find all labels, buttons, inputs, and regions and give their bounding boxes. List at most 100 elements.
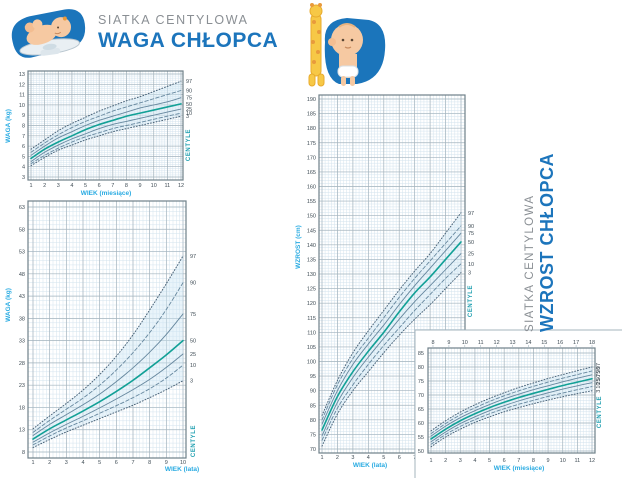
svg-text:12: 12 <box>178 183 184 189</box>
centile-label-25: 25 <box>596 379 602 385</box>
plot-frame <box>27 200 187 459</box>
svg-text:120: 120 <box>307 301 316 307</box>
centile-curve-97 <box>30 80 182 150</box>
weight-header-text: SIATKA CENTYLOWA WAGA CHŁOPCA <box>98 13 278 53</box>
svg-text:7: 7 <box>22 134 25 140</box>
svg-text:7: 7 <box>517 458 520 464</box>
svg-text:53: 53 <box>19 250 25 256</box>
svg-text:6: 6 <box>503 458 506 464</box>
page-title: WAGA CHŁOPCA <box>98 29 279 52</box>
svg-text:18: 18 <box>19 405 25 411</box>
svg-text:150: 150 <box>307 214 316 220</box>
plot-frame <box>318 94 466 454</box>
svg-text:63: 63 <box>19 205 25 211</box>
tick-labels: 1234567891070758085909510010511011512012… <box>307 97 464 461</box>
svg-text:10: 10 <box>19 103 25 109</box>
svg-text:18: 18 <box>589 340 595 346</box>
svg-text:33: 33 <box>19 339 25 345</box>
centile-curve-90 <box>430 370 593 435</box>
svg-text:11: 11 <box>19 93 25 99</box>
svg-text:8: 8 <box>22 450 25 456</box>
x-axis-title: WIEK (miesiące) <box>494 465 545 472</box>
svg-text:100: 100 <box>307 360 316 366</box>
centile-label-97: 97 <box>468 211 474 217</box>
centile-label-25: 25 <box>468 252 474 258</box>
centile-curve-25 <box>30 108 182 162</box>
centile-label-50: 50 <box>596 375 602 381</box>
svg-text:3: 3 <box>459 458 462 464</box>
x-axis-title: WIEK (lata) <box>165 466 199 473</box>
centile-axis-title: CENTYLE <box>597 396 603 428</box>
svg-text:180: 180 <box>307 126 316 132</box>
svg-text:9: 9 <box>139 183 142 189</box>
centile-label-50: 50 <box>186 102 192 108</box>
y-axis-title: WZROST (cm) <box>295 225 302 269</box>
svg-text:8: 8 <box>125 183 128 189</box>
centile-curve-3 <box>321 272 462 447</box>
weight-header: SIATKA CENTYLOWA WAGA CHŁOPCA <box>6 5 278 61</box>
centile-label-97: 97 <box>596 363 602 369</box>
svg-text:5: 5 <box>98 460 101 466</box>
svg-text:13: 13 <box>509 340 515 346</box>
centile-label-3: 3 <box>468 271 471 277</box>
svg-text:6: 6 <box>115 460 118 466</box>
centile-curve-3 <box>32 380 184 449</box>
centile-label-10: 10 <box>468 262 474 268</box>
height-header: SIATKA CENTYLOWA WZROST CHŁOPCA <box>524 117 586 332</box>
y-axis-title: WAGA (kg) <box>5 109 12 143</box>
svg-text:5: 5 <box>488 458 491 464</box>
page-subtitle: SIATKA CENTYLOWA <box>98 13 249 27</box>
svg-text:12: 12 <box>494 340 500 346</box>
svg-text:60: 60 <box>418 421 424 427</box>
centile-curve-25 <box>430 382 593 443</box>
svg-text:65: 65 <box>418 407 424 413</box>
svg-text:5: 5 <box>382 455 385 461</box>
svg-text:70: 70 <box>418 393 424 399</box>
centile-curve-10 <box>430 386 593 445</box>
svg-text:125: 125 <box>307 287 316 293</box>
centile-label-97: 97 <box>186 79 192 85</box>
svg-text:140: 140 <box>307 243 316 249</box>
centile-axis-title: CENTYLE <box>468 285 474 317</box>
centile-curve-10 <box>30 112 182 165</box>
centile-curve-97 <box>430 366 593 432</box>
svg-text:1: 1 <box>31 460 34 466</box>
svg-text:155: 155 <box>307 199 316 205</box>
baby-giraffe-logo <box>308 3 386 87</box>
centile-curve-50 <box>30 103 182 160</box>
plot-frame <box>27 70 184 181</box>
svg-text:80: 80 <box>310 418 316 424</box>
centile-label-50: 50 <box>468 240 474 246</box>
centile-label-75: 75 <box>190 312 196 318</box>
svg-text:10: 10 <box>462 340 468 346</box>
svg-text:105: 105 <box>307 345 316 351</box>
svg-text:11: 11 <box>165 183 171 189</box>
centile-axis-title: CENTYLE <box>186 129 192 161</box>
svg-text:95: 95 <box>310 374 316 380</box>
x-axis-title: WIEK (lata) <box>353 462 387 469</box>
svg-text:8: 8 <box>532 458 535 464</box>
centile-band <box>322 212 461 447</box>
centile-curve-3 <box>30 115 182 167</box>
centile-curve-50 <box>321 241 462 431</box>
svg-text:70: 70 <box>310 447 316 453</box>
centile-band <box>431 367 592 447</box>
svg-text:14: 14 <box>525 340 531 346</box>
svg-text:5: 5 <box>22 154 25 160</box>
svg-text:12: 12 <box>19 82 25 88</box>
centile-label-25: 25 <box>190 352 196 358</box>
centile-band <box>31 81 181 166</box>
svg-text:90: 90 <box>310 389 316 395</box>
centile-label-3: 3 <box>190 379 193 385</box>
svg-text:9: 9 <box>547 458 550 464</box>
svg-text:4: 4 <box>473 458 476 464</box>
centile-label-90: 90 <box>186 88 192 94</box>
centile-label-97: 97 <box>190 254 196 260</box>
svg-text:3: 3 <box>351 455 354 461</box>
svg-text:15: 15 <box>541 340 547 346</box>
svg-text:8: 8 <box>148 460 151 466</box>
x-axis-title: WIEK (miesiące) <box>81 190 132 197</box>
